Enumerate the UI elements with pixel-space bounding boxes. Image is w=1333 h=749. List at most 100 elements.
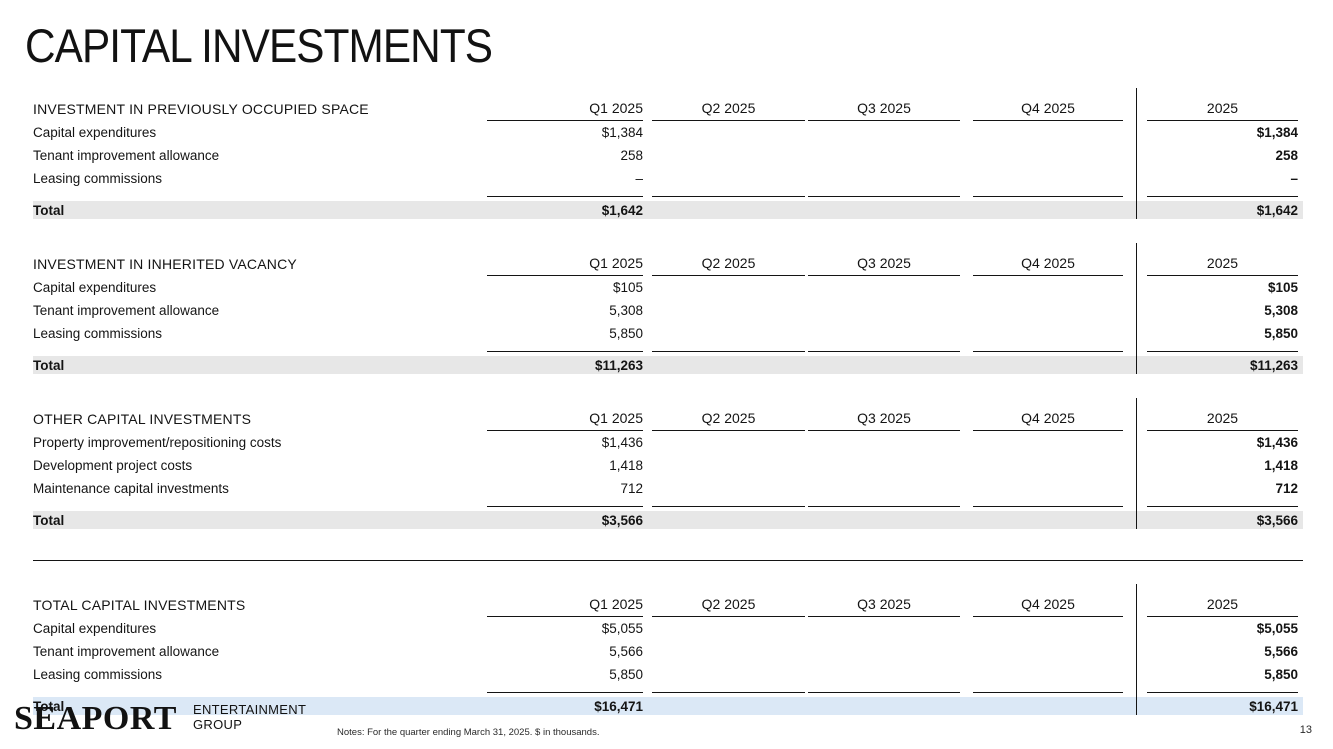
spacer-cell xyxy=(960,663,973,686)
table-row: Capital expenditures $5,055 $5,055 xyxy=(33,616,1303,641)
spacer-cell xyxy=(960,398,973,431)
row-label: Capital expenditures xyxy=(33,620,157,636)
cell-q2 xyxy=(652,617,805,641)
spacer-cell xyxy=(643,322,652,345)
sum-line-row xyxy=(33,686,1303,693)
spacer-cell xyxy=(1136,88,1147,121)
cell-q4 xyxy=(973,477,1123,500)
sum-line-cell xyxy=(1147,686,1298,693)
sum-line-cell xyxy=(1147,500,1298,507)
row-label: Tenant improvement allowance xyxy=(33,303,220,318)
spacer-cell xyxy=(643,511,652,529)
sum-line-cell xyxy=(808,500,960,507)
spacer-cell xyxy=(1298,243,1303,276)
sum-line-cell xyxy=(652,500,805,507)
cell-q1: – xyxy=(635,171,643,186)
spacer-cell xyxy=(643,663,652,686)
cell-q2 xyxy=(652,144,805,167)
cell-q4 xyxy=(973,144,1123,167)
total-row: Total $11,263 $11,263 xyxy=(33,356,1303,374)
spacer-cell xyxy=(643,584,652,617)
spacer-cell xyxy=(960,88,973,121)
spacer-cell xyxy=(1136,477,1147,500)
spacer-cell xyxy=(1298,663,1303,686)
cell-q4 xyxy=(973,121,1123,145)
year-divider-cell xyxy=(1123,454,1137,477)
cell-q3 xyxy=(808,167,960,190)
spacer-cell xyxy=(1136,431,1147,455)
total-q1: $11,263 xyxy=(487,356,643,374)
col-header-q4: Q4 2025 xyxy=(973,584,1123,617)
col-header-q1: Q1 2025 xyxy=(487,243,643,276)
table-row: Property improvement/repositioning costs… xyxy=(33,430,1303,455)
spacer-cell xyxy=(1298,431,1303,455)
total-q4 xyxy=(973,356,1123,374)
spacer-cell xyxy=(1136,640,1147,663)
gap-row xyxy=(33,692,1303,697)
row-label: Development project costs xyxy=(33,458,193,473)
cell-q1: 5,566 xyxy=(609,644,643,659)
total-row: Total $16,471 $16,471 xyxy=(33,697,1303,715)
year-divider-cell xyxy=(1123,275,1137,299)
spacer-cell xyxy=(643,617,652,641)
sum-line-row xyxy=(33,500,1303,507)
year-divider-cell xyxy=(1123,322,1137,345)
footnote: Notes: For the quarter ending March 31, … xyxy=(337,727,600,738)
spacer-cell xyxy=(643,640,652,663)
sum-line-cell xyxy=(808,686,960,693)
cell-q1: 5,850 xyxy=(609,326,643,341)
row-label: Tenant improvement allowance xyxy=(33,644,220,659)
table-header-row: INVESTMENT IN PREVIOUSLY OCCUPIED SPACE Q… xyxy=(33,88,1303,121)
table-row: Development project costs 1,418 1,418 xyxy=(33,454,1303,477)
cell-q4 xyxy=(973,663,1123,686)
sum-line-row xyxy=(33,345,1303,352)
spacer-cell xyxy=(1298,201,1303,219)
row-label: Tenant improvement allowance xyxy=(33,148,220,163)
spacer-cell xyxy=(1136,398,1147,431)
table-header-row: TOTAL CAPITAL INVESTMENTS Q1 2025 Q2 2025 Q… xyxy=(33,584,1303,617)
section-header: INVESTMENT IN INHERITED VACANCY xyxy=(33,255,297,272)
total-row: Total $1,642 $1,642 xyxy=(33,201,1303,219)
cell-q4 xyxy=(973,640,1123,663)
cell-q3 xyxy=(808,276,960,300)
spacer-cell xyxy=(960,299,973,322)
spacer-cell xyxy=(1136,356,1147,374)
cell-q1: $1,384 xyxy=(601,125,643,140)
col-header-q3: Q3 2025 xyxy=(808,584,960,617)
spacer-cell xyxy=(643,144,652,167)
section-header: OTHER CAPITAL INVESTMENTS xyxy=(33,410,252,427)
spacer-cell xyxy=(960,431,973,455)
page-title: CAPITAL INVESTMENTS xyxy=(25,19,493,72)
spacer-cell xyxy=(960,322,973,345)
spacer-cell xyxy=(643,697,652,715)
tables-region: INVESTMENT IN PREVIOUSLY OCCUPIED SPACE Q… xyxy=(33,88,1303,739)
cell-q2 xyxy=(652,663,805,686)
sum-line-cell xyxy=(973,345,1123,352)
cell-q4 xyxy=(973,454,1123,477)
cell-q3 xyxy=(808,454,960,477)
spacer-cell xyxy=(1298,477,1303,500)
cell-q4 xyxy=(973,299,1123,322)
table-row: Capital expenditures $105 $105 xyxy=(33,275,1303,300)
gap-row xyxy=(33,196,1303,201)
spacer-cell xyxy=(1136,454,1147,477)
year-divider-cell xyxy=(1123,351,1137,356)
spacer-cell xyxy=(805,356,808,374)
cell-q1: 1,418 xyxy=(609,458,643,473)
total-q2 xyxy=(652,356,805,374)
sum-line-cell xyxy=(487,190,643,197)
cell-year: – xyxy=(1290,171,1298,186)
total-q3 xyxy=(808,697,960,715)
total-row: Total $3,566 $3,566 xyxy=(33,511,1303,529)
sum-line-cell xyxy=(808,345,960,352)
spacer-cell xyxy=(960,276,973,300)
spacer-cell xyxy=(960,121,973,145)
cell-year: $1,436 xyxy=(1256,435,1298,450)
cell-year: 5,566 xyxy=(1264,644,1298,659)
cell-q3 xyxy=(808,431,960,455)
total-label: Total xyxy=(33,511,487,529)
col-header-q1: Q1 2025 xyxy=(487,398,643,431)
spacer-cell xyxy=(960,511,973,529)
year-divider-cell xyxy=(1123,640,1137,663)
sum-line-row xyxy=(33,190,1303,197)
